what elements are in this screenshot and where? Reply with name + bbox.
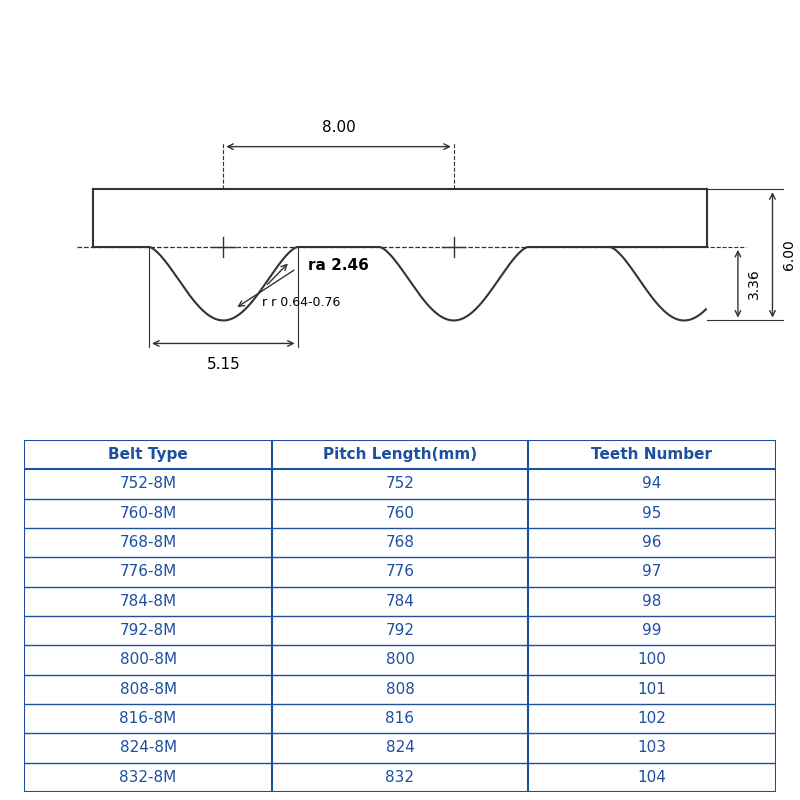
Text: 832-8M: 832-8M bbox=[119, 770, 177, 785]
Text: Belt Type: Belt Type bbox=[108, 447, 188, 462]
Text: 96: 96 bbox=[642, 535, 662, 550]
Text: 824-8M: 824-8M bbox=[119, 741, 177, 755]
Text: 832: 832 bbox=[386, 770, 414, 785]
Text: 104: 104 bbox=[638, 770, 666, 785]
Text: 792: 792 bbox=[386, 623, 414, 638]
Text: 752-8M: 752-8M bbox=[119, 477, 177, 491]
Text: 784: 784 bbox=[386, 594, 414, 609]
Text: 816: 816 bbox=[386, 711, 414, 726]
Text: ra 2.46: ra 2.46 bbox=[308, 258, 369, 273]
Text: 776: 776 bbox=[386, 565, 414, 579]
Text: 800: 800 bbox=[386, 653, 414, 667]
Text: 752: 752 bbox=[386, 477, 414, 491]
Text: 95: 95 bbox=[642, 506, 662, 521]
Text: 808-8M: 808-8M bbox=[119, 682, 177, 697]
Text: 3.36: 3.36 bbox=[747, 268, 761, 299]
Text: 97: 97 bbox=[642, 565, 662, 579]
Text: 99: 99 bbox=[642, 623, 662, 638]
Text: Teeth Number: Teeth Number bbox=[591, 447, 713, 462]
Text: 5.15: 5.15 bbox=[206, 357, 240, 371]
Text: 98: 98 bbox=[642, 594, 662, 609]
Text: 768-8M: 768-8M bbox=[119, 535, 177, 550]
Text: 784-8M: 784-8M bbox=[119, 594, 177, 609]
Text: 94: 94 bbox=[642, 477, 662, 491]
Text: 800-8M: 800-8M bbox=[119, 653, 177, 667]
Text: 101: 101 bbox=[638, 682, 666, 697]
Text: 100: 100 bbox=[638, 653, 666, 667]
Text: 816-8M: 816-8M bbox=[119, 711, 177, 726]
Text: 792-8M: 792-8M bbox=[119, 623, 177, 638]
Text: 768: 768 bbox=[386, 535, 414, 550]
Text: 8.00: 8.00 bbox=[322, 121, 355, 135]
Text: Product parameters: Product parameters bbox=[181, 29, 619, 67]
Text: 808: 808 bbox=[386, 682, 414, 697]
Text: 103: 103 bbox=[638, 741, 666, 755]
Text: 824: 824 bbox=[386, 741, 414, 755]
Text: 760-8M: 760-8M bbox=[119, 506, 177, 521]
Text: r r 0.64-0.76: r r 0.64-0.76 bbox=[262, 296, 340, 310]
Text: Pitch Length(mm): Pitch Length(mm) bbox=[323, 447, 477, 462]
Text: 102: 102 bbox=[638, 711, 666, 726]
Text: 6.00: 6.00 bbox=[782, 239, 796, 270]
Text: 776-8M: 776-8M bbox=[119, 565, 177, 579]
Text: 760: 760 bbox=[386, 506, 414, 521]
